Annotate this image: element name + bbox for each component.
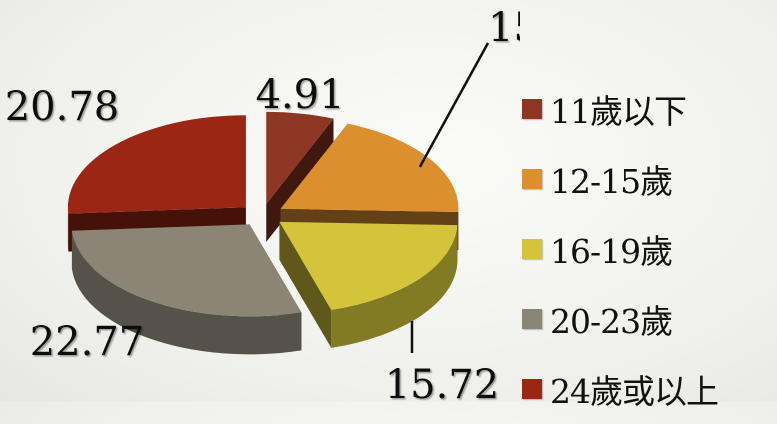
data-label-2: 15.43: [488, 5, 520, 51]
data-label-3: 15.72: [385, 362, 500, 402]
legend-label-4: 20-23歲: [550, 302, 673, 341]
legend-item-1: 11歲以下: [522, 74, 774, 144]
pie-slice-3: [279, 221, 458, 348]
data-label-4: 22.77: [30, 319, 145, 365]
legend-swatch-5: [522, 379, 542, 399]
legend-item-5: 24歲或以上: [522, 354, 774, 424]
chart-legend: 11歲以下 12-15歲 16-19歲 20-23歲 24歲或以上: [522, 74, 774, 424]
legend-label-5: 24歲或以上: [550, 372, 719, 411]
leader-line-2: [418, 42, 490, 168]
legend-swatch-3: [522, 239, 542, 259]
data-label-5: 20.78: [5, 84, 120, 130]
legend-label-2: 12-15歲: [550, 162, 673, 201]
pie-chart: 4.91 15.43 15.72 22.77 20.78: [5, 5, 520, 402]
legend-swatch-2: [522, 169, 542, 189]
legend-label-1: 11歲以下: [550, 92, 687, 131]
pie-slice-4: [71, 224, 302, 355]
chart-canvas: 4.91 15.43 15.72 22.77 20.78 11歲以下 12-15歲 16…: [5, 5, 719, 411]
legend-swatch-4: [522, 309, 542, 329]
legend-item-4: 20-23歲: [522, 284, 774, 354]
legend-swatch-1: [522, 99, 542, 119]
legend-label-3: 16-19歲: [550, 232, 673, 271]
legend-item-3: 16-19歲: [522, 214, 774, 284]
legend-item-2: 12-15歲: [522, 144, 774, 214]
data-label-1: 4.91: [255, 72, 344, 118]
